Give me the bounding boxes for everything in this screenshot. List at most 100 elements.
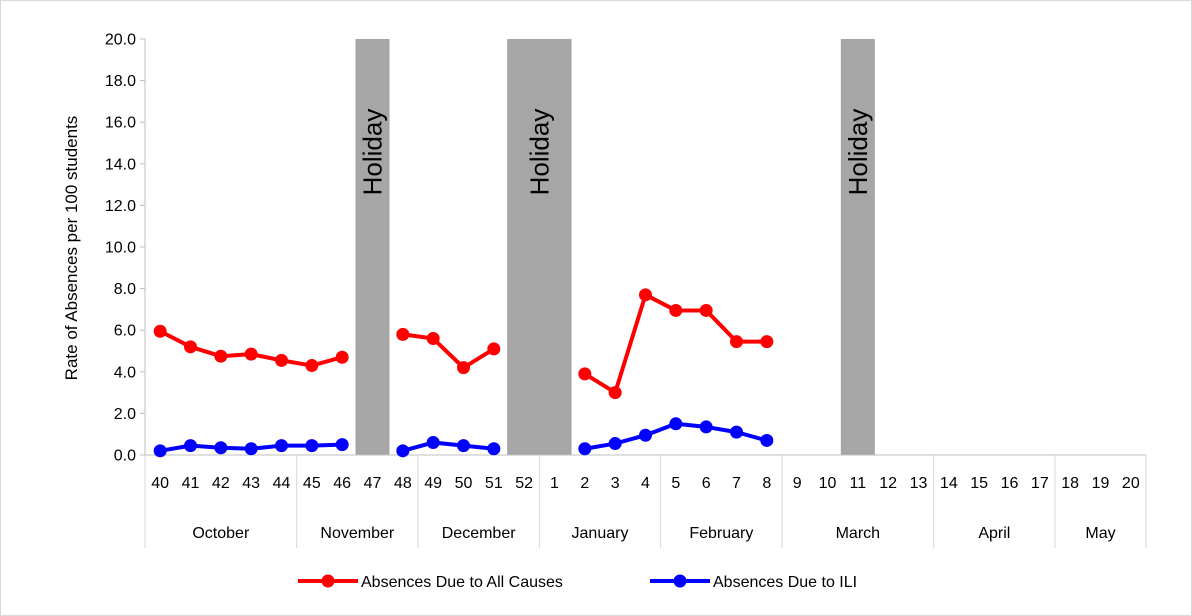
y-tick-label: 0.0 xyxy=(114,448,136,465)
y-tick-label: 12.0 xyxy=(105,198,136,215)
data-point xyxy=(699,303,713,317)
data-point xyxy=(669,417,683,431)
data-point xyxy=(669,303,683,317)
y-tick-label: 2.0 xyxy=(114,406,136,423)
month-label: February xyxy=(689,525,753,542)
data-point xyxy=(275,439,288,453)
x-tick-label: 46 xyxy=(333,475,351,492)
month-label: November xyxy=(320,525,394,542)
data-point xyxy=(639,288,652,302)
x-tick-label: 16 xyxy=(1001,475,1019,492)
y-tick-label: 8.0 xyxy=(114,281,136,298)
x-tick-label: 44 xyxy=(273,475,291,492)
holiday-band xyxy=(507,39,572,455)
data-point xyxy=(639,428,652,442)
y-tick-label: 16.0 xyxy=(105,115,136,132)
data-point xyxy=(426,436,440,450)
data-point xyxy=(426,332,440,346)
x-tick-label: 4 xyxy=(641,475,650,492)
data-point xyxy=(335,438,349,452)
x-tick-label: 10 xyxy=(819,475,837,492)
x-tick-label: 8 xyxy=(762,475,771,492)
x-tick-label: 2 xyxy=(580,475,589,492)
x-tick-label: 7 xyxy=(732,475,741,492)
series-line xyxy=(402,332,495,370)
data-point xyxy=(214,349,228,363)
x-tick-label: 17 xyxy=(1031,475,1049,492)
legend: Absences Due to All Causes Absences Due t… xyxy=(298,574,857,591)
legend-label: Absences Due to All Causes xyxy=(361,574,563,591)
month-label: December xyxy=(442,525,516,542)
y-tick-label: 4.0 xyxy=(114,364,136,381)
month-label: January xyxy=(572,525,629,542)
y-tick-label: 6.0 xyxy=(114,323,136,340)
month-label: March xyxy=(836,525,880,542)
data-point xyxy=(305,439,319,453)
x-axis-month-labels: October November December January February Ma… xyxy=(144,455,1147,548)
data-point xyxy=(760,335,774,349)
x-tick-label: 13 xyxy=(910,475,928,492)
holiday-bands: Holiday Holiday Holiday xyxy=(355,39,875,455)
y-tick-label: 18.0 xyxy=(105,73,136,90)
data-point xyxy=(487,442,501,456)
x-tick-label: 47 xyxy=(364,475,382,492)
x-tick-label: 20 xyxy=(1122,475,1140,492)
x-tick-label: 18 xyxy=(1061,475,1079,492)
data-series xyxy=(153,288,774,458)
data-point xyxy=(457,361,470,375)
month-label: May xyxy=(1085,525,1115,542)
x-tick-label: 3 xyxy=(611,475,620,492)
x-tick-label: 1 xyxy=(550,475,559,492)
data-point xyxy=(184,340,197,354)
x-tick-label: 41 xyxy=(182,475,200,492)
holiday-band xyxy=(840,39,875,455)
data-point xyxy=(457,439,470,453)
data-point xyxy=(487,342,501,356)
data-point xyxy=(730,425,743,439)
y-axis-ticks: 0.0 2.0 4.0 6.0 8.0 10.0 12.0 14.0 16.0 18.0 20.0 xyxy=(105,32,145,465)
x-tick-label: 52 xyxy=(515,475,533,492)
x-tick-label: 45 xyxy=(303,475,321,492)
x-tick-label: 11 xyxy=(850,475,867,492)
data-point xyxy=(760,433,774,447)
x-axis-week-ticks: 40 41 42 43 44 45 46 47 48 49 50 51 52 1 2 3 4 5 6 7 8 9 10 11 1… xyxy=(151,475,1140,492)
data-point xyxy=(396,327,410,341)
holiday-band xyxy=(355,39,390,455)
x-tick-label: 12 xyxy=(879,475,897,492)
x-tick-label: 19 xyxy=(1092,475,1110,492)
data-point xyxy=(244,347,258,361)
x-tick-label: 43 xyxy=(242,475,260,492)
series-line xyxy=(402,440,495,453)
holiday-label: Holiday xyxy=(358,109,388,196)
x-tick-label: 50 xyxy=(455,475,473,492)
x-tick-label: 5 xyxy=(671,475,680,492)
month-label: April xyxy=(978,525,1010,542)
x-tick-label: 42 xyxy=(212,475,230,492)
legend-label: Absences Due to ILI xyxy=(713,574,857,591)
x-tick-label: 15 xyxy=(970,475,988,492)
data-point xyxy=(396,444,410,458)
holiday-label: Holiday xyxy=(843,109,873,196)
holiday-label: Holiday xyxy=(524,109,554,196)
x-tick-label: 51 xyxy=(485,475,503,492)
data-point xyxy=(578,442,592,456)
x-tick-label: 6 xyxy=(702,475,711,492)
data-point xyxy=(275,353,288,367)
y-tick-label: 10.0 xyxy=(105,240,136,257)
data-point xyxy=(335,350,349,364)
legend-swatch-marker xyxy=(321,574,335,588)
data-point xyxy=(214,441,228,455)
x-tick-label: 49 xyxy=(424,475,442,492)
y-tick-label: 14.0 xyxy=(105,156,136,173)
data-point xyxy=(608,437,622,451)
data-point xyxy=(153,444,167,458)
data-point xyxy=(578,367,592,381)
y-axis-label: Rate of Absences per 100 students xyxy=(62,116,81,381)
data-point xyxy=(184,439,197,453)
x-tick-label: 48 xyxy=(394,475,412,492)
month-label: October xyxy=(192,525,250,542)
data-point xyxy=(699,420,713,434)
data-point xyxy=(305,359,319,373)
